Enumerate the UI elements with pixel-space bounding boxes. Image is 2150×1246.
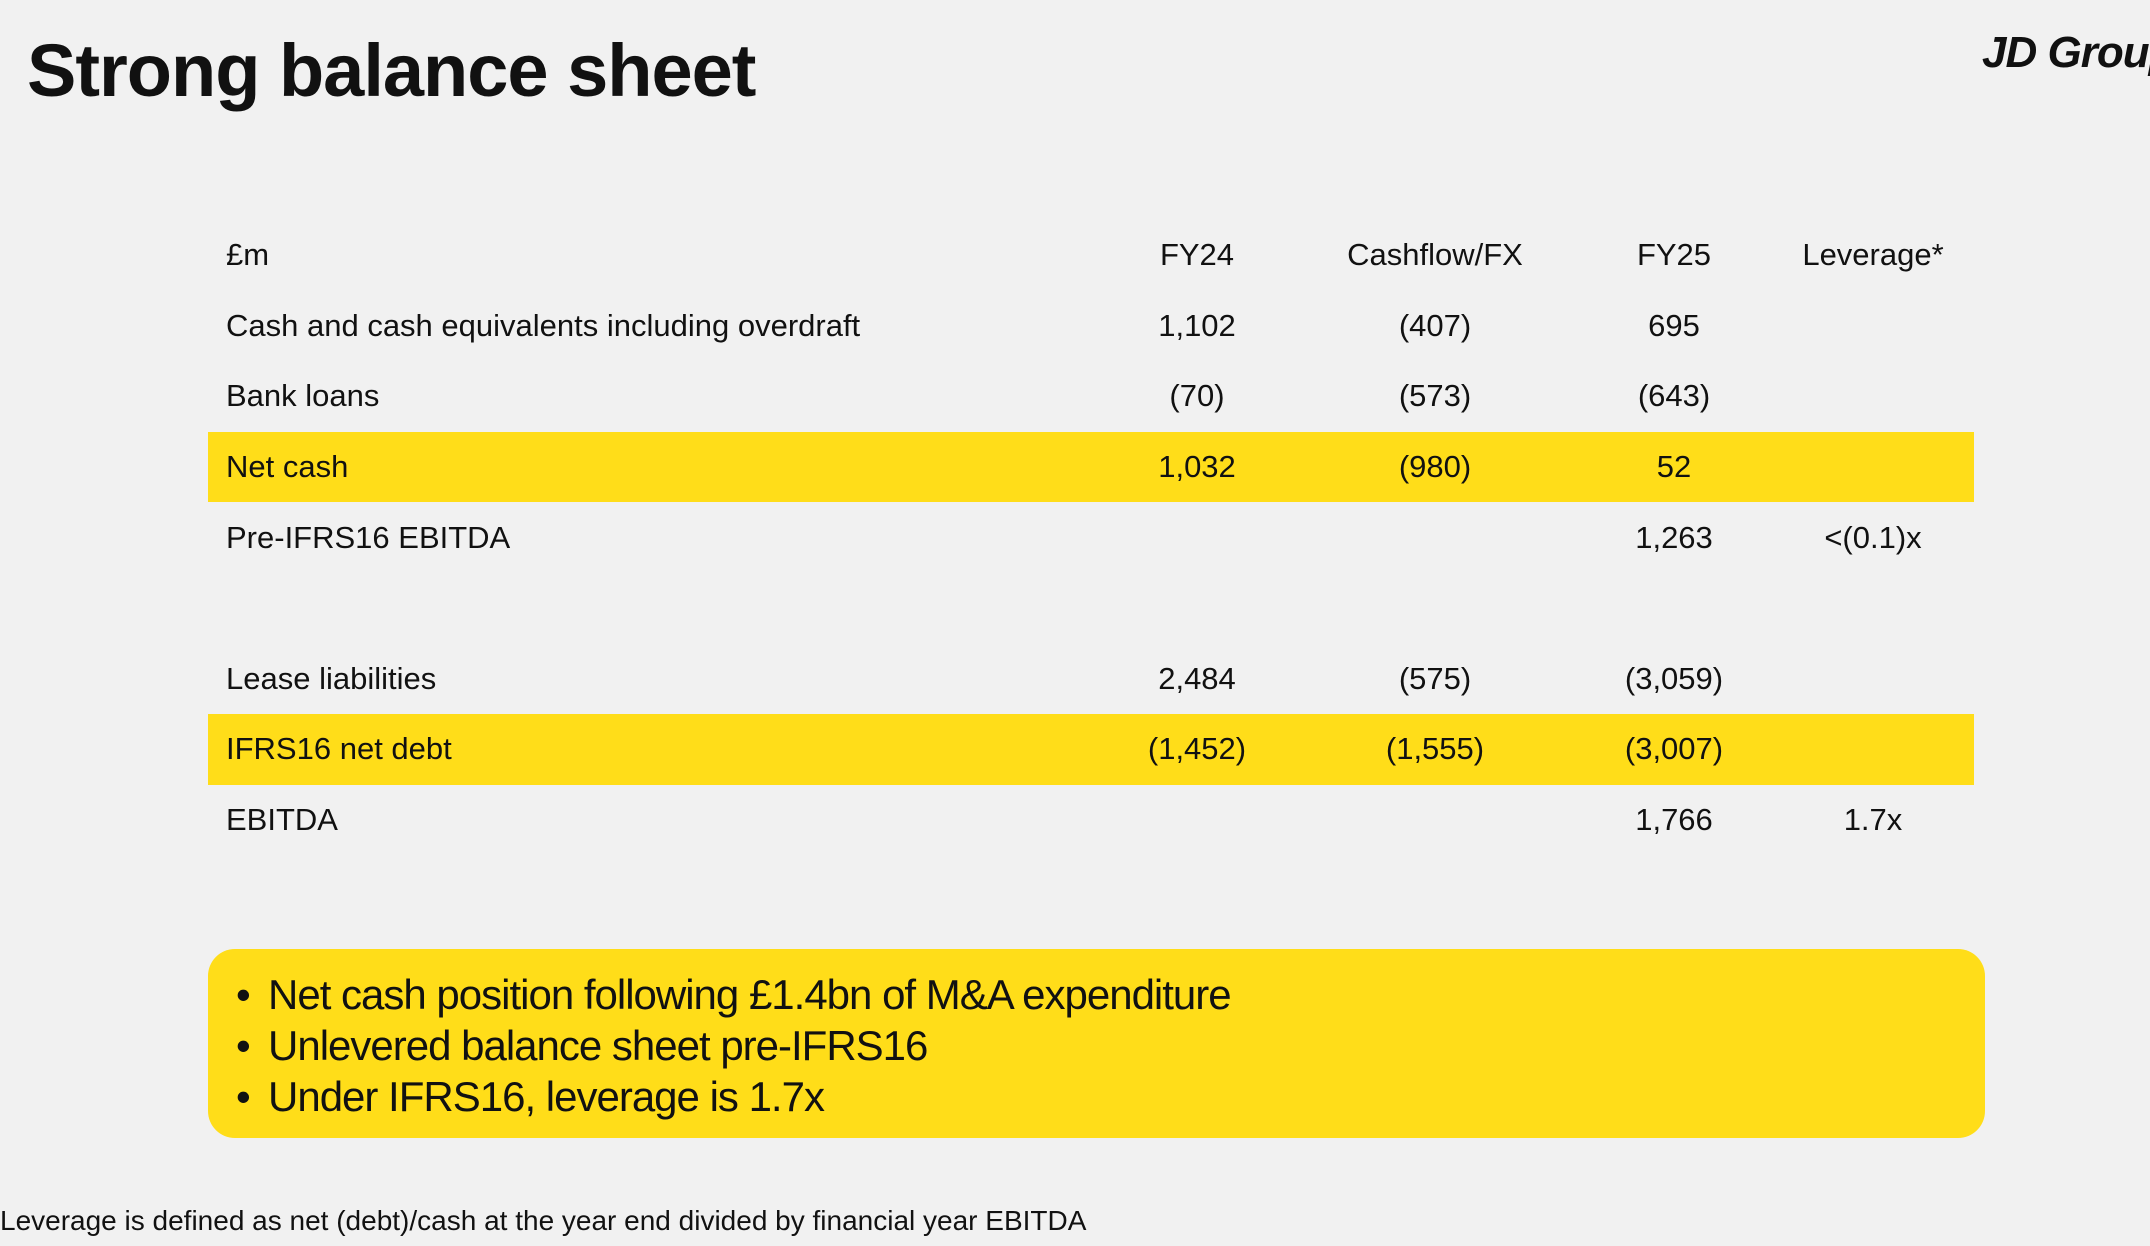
header-row: £m FY24 Cashflow/FX FY25 Leverage* [208,220,1974,291]
cell-value: (573) [1398,378,1472,414]
bullet-list: Net cash position following £1.4bn of M&… [208,949,1985,1122]
cell-value: (643) [1637,378,1711,414]
footnote: Leverage is defined as net (debt)/cash a… [0,1205,1087,1236]
cell-value: 1,102 [1158,307,1236,343]
cell-value: (1,452) [1147,731,1247,767]
cell-value: (575) [1398,660,1472,696]
row-label: Lease liabilities [226,660,437,696]
table-row: Net cash 1,032 (980) 52 [208,431,1974,503]
cell-value: 1,766 [1635,802,1713,838]
cell-value: <(0.1)x [1824,519,1922,555]
cell-value: (407) [1398,307,1472,343]
cell-value: FY24 [1159,237,1235,273]
table: £m FY24 Cashflow/FX FY25 Leverage* Cash and c… [208,220,1974,855]
row-label: £m [226,237,270,273]
bullet: Net cash position following £1.4bn of M&… [236,969,1985,1020]
cell-value: (980) [1398,449,1472,485]
row-label: Net cash [226,449,349,485]
cell-value: 1,263 [1635,519,1713,555]
row-label: Bank loans [226,378,380,414]
table-row: Cash and cash equivalents including over… [208,291,1974,362]
bullet: Under IFRS16, leverage is 1.7x [236,1071,1985,1122]
logo: JD Group [1982,28,2150,77]
cell-value: FY25 [1636,237,1712,273]
callout: Net cash position following £1.4bn of M&… [208,949,1985,1138]
cell-value: 52 [1656,449,1692,485]
table-row: EBITDA 1,766 1.7x [208,785,1974,856]
cell-value: (3,007) [1624,731,1724,767]
cell-value: Leverage* [1802,237,1944,273]
row-label: Pre-IFRS16 EBITDA [226,519,511,555]
cell-value: (70) [1169,378,1225,414]
row-label: EBITDA [226,802,338,838]
row-label: IFRS16 net debt [226,731,452,767]
row-label: Cash and cash equivalents including over… [226,307,861,343]
cell-value: Cashflow/FX [1347,237,1523,273]
slide-title: Strong balance sheet [27,29,756,112]
table-row: Pre-IFRS16 EBITDA 1,263 <(0.1)x [208,502,1974,573]
bullet: Unlevered balance sheet pre-IFRS16 [236,1020,1985,1071]
table-row: IFRS16 net debt (1,452) (1,555) (3,007) [208,714,1974,785]
cell-value: 1,032 [1158,449,1236,485]
table-row: Lease liabilities 2,484 (575) (3,059) [208,644,1974,715]
cell-value: (1,555) [1385,731,1485,767]
spacer [208,573,1974,644]
cell-value: 1.7x [1843,802,1903,838]
table-row: Bank loans (70) (573) (643) [208,361,1974,432]
cell-value: (3,059) [1624,660,1724,696]
cell-value: 695 [1648,307,1700,343]
cell-value: 2,484 [1158,660,1236,696]
